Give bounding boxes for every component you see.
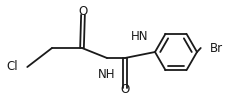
- Text: O: O: [120, 83, 129, 96]
- Text: Br: Br: [209, 41, 222, 54]
- Text: O: O: [78, 5, 87, 18]
- Text: Cl: Cl: [6, 61, 18, 74]
- Text: NH: NH: [98, 68, 115, 81]
- Text: HN: HN: [131, 30, 148, 43]
